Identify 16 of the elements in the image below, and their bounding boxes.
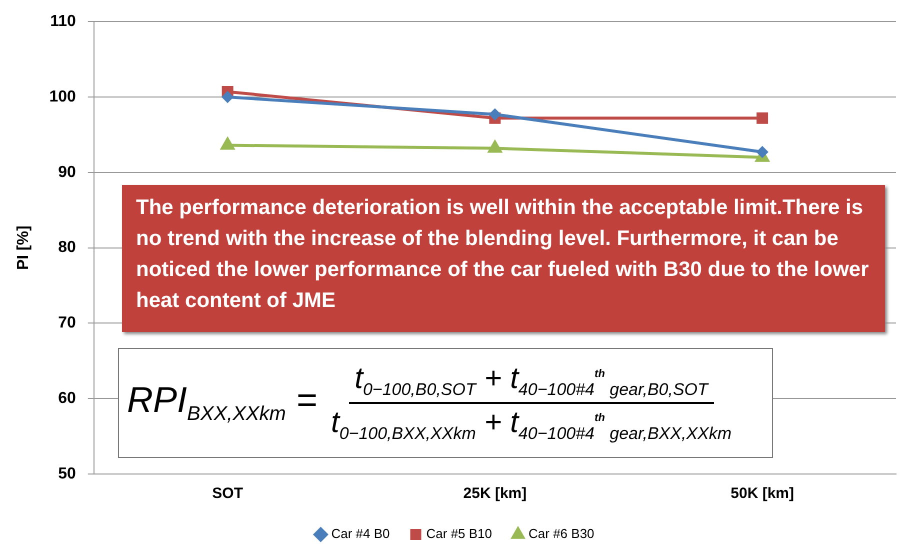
y-axis-title: PI [%] (15, 226, 32, 270)
y-tick-label: 110 (50, 13, 76, 30)
x-tick-label: SOT (212, 485, 243, 502)
x-tick-label: 50K [km] (730, 485, 794, 502)
legend-label: Car #4 B0 (331, 526, 390, 542)
annotation: The performance deterioration is well within the acceptable limit.There is no trend with the increase of the blending level. Furthermore, it can be noticed the lower performance of the car fueled with B30 due to the lower heat content of JME (122, 185, 885, 332)
y-tick-label: 70 (58, 314, 76, 332)
x-tick-label: 25K [km] (463, 485, 527, 502)
y-tick-label: 50 (58, 465, 76, 482)
y-tick-label: 80 (58, 239, 76, 256)
y-tick-label: 60 (58, 390, 76, 408)
y-tick-label: 90 (58, 164, 76, 181)
y-tick-label: 100 (49, 88, 76, 106)
legend-label: Car #5 B10 (426, 526, 492, 542)
legend-label: Car #6 B30 (528, 526, 594, 542)
annotation: RPI$_{BXX,XXkm}$ = (127, 379, 317, 427)
